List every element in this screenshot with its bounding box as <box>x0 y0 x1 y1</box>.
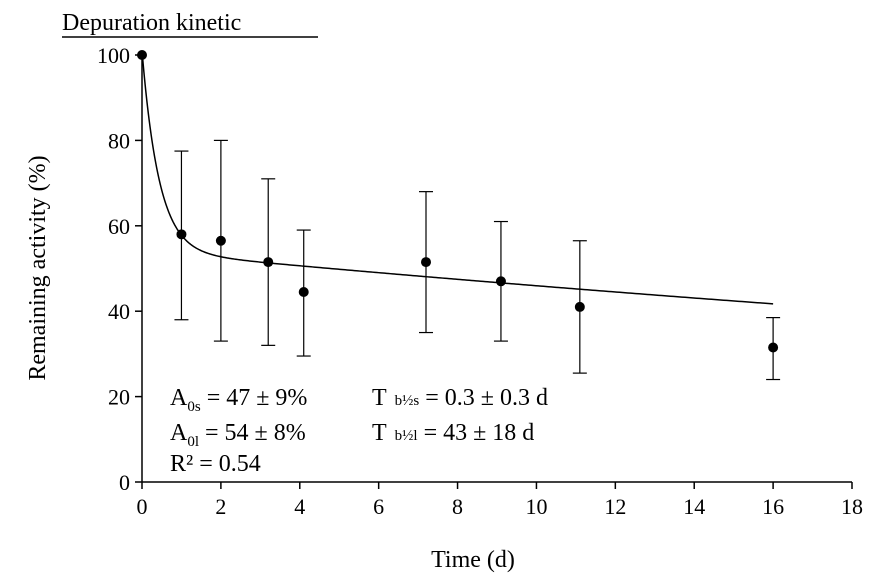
chart-title: Depuration kinetic <box>62 10 241 36</box>
axes <box>141 55 852 483</box>
data-point <box>176 229 187 240</box>
x-tick-label: 0 <box>137 494 148 519</box>
data-point <box>215 235 226 246</box>
data-point <box>137 50 147 60</box>
x-tick-label: 14 <box>683 494 705 519</box>
data-points <box>137 50 781 381</box>
x-tick-label: 16 <box>762 494 784 519</box>
y-tick-label: 0 <box>119 470 130 495</box>
annotation-r2: R² = 0.54 <box>170 451 261 477</box>
data-point <box>263 257 274 268</box>
ticks: 0 2 4 6 8 10 12 14 16 18 0 20 40 60 80 100 <box>97 43 863 519</box>
data-point <box>574 301 585 312</box>
x-axis-title: Time (d) <box>431 547 515 573</box>
x-tick-label: 18 <box>841 494 863 519</box>
data-point <box>298 286 309 297</box>
x-tick-label: 6 <box>373 494 384 519</box>
fit-curve <box>141 50 774 305</box>
y-axis-title: Remaining activity (%) <box>25 155 51 380</box>
x-tick-label: 2 <box>215 494 226 519</box>
data-point <box>421 257 431 268</box>
data-point <box>495 276 506 287</box>
y-tick-label: 40 <box>108 299 130 324</box>
x-tick-label: 10 <box>525 494 547 519</box>
y-tick-label: 100 <box>97 43 130 68</box>
data-point <box>768 342 779 353</box>
x-tick-label: 4 <box>294 494 305 519</box>
y-tick-label: 20 <box>108 385 130 410</box>
y-tick-label: 60 <box>108 214 130 239</box>
x-tick-label: 8 <box>452 494 463 519</box>
x-tick-label: 12 <box>604 494 626 519</box>
y-tick-label: 80 <box>108 128 130 153</box>
